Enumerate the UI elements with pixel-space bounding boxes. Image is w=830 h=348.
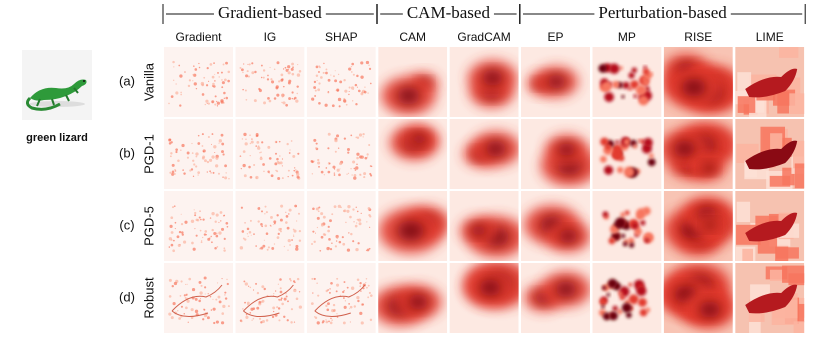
saliency-map [164, 191, 233, 261]
image-caption: green lizard [26, 132, 88, 144]
method-label: SHAP [325, 30, 358, 44]
saliency-map [449, 263, 519, 333]
input-image [22, 50, 92, 120]
saliency-map [735, 263, 805, 333]
saliency-map [592, 119, 662, 189]
saliency-grid: (a) Vanilla (b) PGD-1 (c) PGD-5 (d) Robust [119, 47, 805, 333]
saliency-map [521, 191, 590, 261]
method-label: RISE [684, 30, 712, 44]
saliency-map [449, 119, 519, 189]
saliency-map [735, 191, 805, 261]
method-label: EP [547, 30, 563, 44]
saliency-map [521, 119, 590, 189]
saliency-map [235, 119, 305, 189]
method-label: Gradient [175, 30, 222, 44]
group-label: CAM-based [407, 3, 491, 22]
method-label: LIME [756, 30, 784, 44]
saliency-map [378, 119, 448, 189]
saliency-map [235, 191, 305, 261]
saliency-map [378, 191, 448, 261]
saliency-map [449, 47, 519, 117]
saliency-map [378, 263, 448, 333]
saliency-map [235, 263, 305, 333]
saliency-map [521, 263, 590, 333]
saliency-map [306, 47, 376, 117]
method-label: CAM [399, 30, 426, 44]
saliency-map [592, 263, 662, 333]
method-label: MP [618, 30, 636, 44]
group-headers: Gradient-based CAM-based Perturbation-base… [162, 3, 806, 44]
saliency-map [735, 47, 805, 117]
row-name: Vanilla [141, 62, 156, 101]
saliency-map [164, 263, 233, 333]
saliency-map [164, 119, 233, 189]
method-label: IG [264, 30, 277, 44]
row-index: (d) [119, 289, 135, 304]
saliency-map [592, 47, 662, 117]
row-index: (c) [119, 217, 134, 232]
saliency-map [521, 47, 590, 117]
saliency-map [164, 47, 233, 117]
saliency-map [235, 47, 305, 117]
saliency-map [306, 263, 376, 333]
saliency-map [306, 191, 376, 261]
saliency-map [663, 119, 733, 189]
saliency-map [592, 191, 662, 261]
row-index: (b) [119, 145, 135, 160]
row-index: (a) [119, 73, 135, 88]
saliency-map [663, 47, 733, 117]
saliency-map [663, 263, 733, 333]
row-name: PGD-5 [141, 206, 156, 246]
saliency-map [449, 191, 519, 261]
saliency-map [306, 119, 376, 189]
row-name: Robust [141, 277, 156, 319]
saliency-map [663, 191, 733, 261]
saliency-map [378, 47, 448, 117]
group-label: Gradient-based [218, 3, 322, 22]
method-label: GradCAM [457, 30, 510, 44]
saliency-map [735, 119, 805, 189]
group-label: Perturbation-based [598, 3, 727, 22]
row-name: PGD-1 [141, 134, 156, 174]
